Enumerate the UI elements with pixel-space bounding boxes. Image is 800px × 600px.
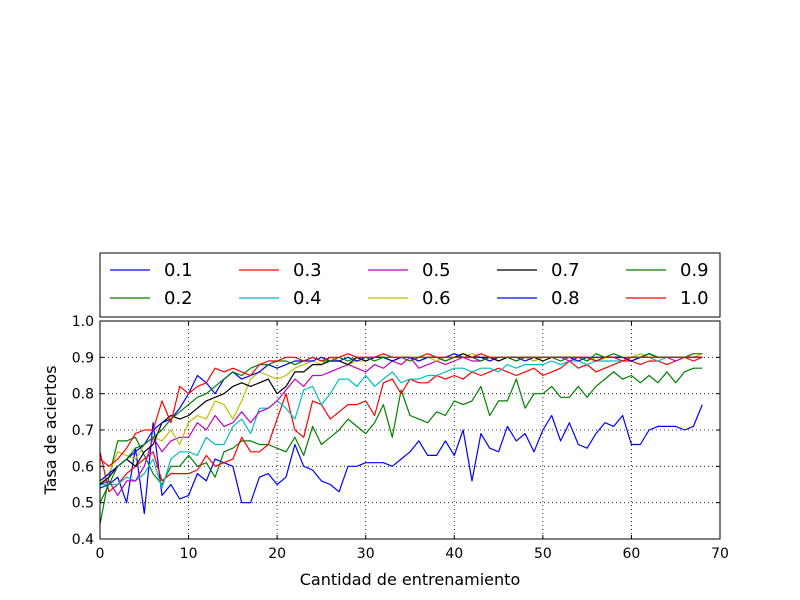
axis-ticks: 0 10 20 30 40 50 60 70 0.4 0.5 0.6 0.7 0.8 0.9 1.0 [72,314,729,562]
legend-label: 0.1 [164,260,193,281]
legend-label: 0.9 [680,260,709,281]
x-axis-label: Cantidad de entrenamiento [300,570,520,589]
y-tick-label: 0.9 [72,350,94,366]
x-tick-label: 0 [96,546,105,562]
x-tick-label: 10 [180,546,198,562]
legend: 0.1 0.2 0.3 0.4 0.5 0.6 0.7 0.8 0.9 1.0 [99,252,721,318]
legend-label: 1.0 [680,288,709,309]
x-tick-label: 60 [623,546,641,562]
series-line-1.0 [99,353,703,467]
legend-label: 0.7 [551,260,580,281]
legend-label: 0.2 [164,288,193,309]
y-tick-label: 0.4 [72,532,94,548]
plot-area: 0 10 20 30 40 50 60 70 0.4 0.5 0.6 0.7 0.8 0.9 1.0 [72,314,729,562]
legend-frame [99,252,721,318]
legend-label: 0.3 [293,260,322,281]
legend-label: 0.8 [551,288,580,309]
series-lines [99,353,703,525]
x-tick-label: 20 [268,546,286,562]
series-line-0.4 [100,356,703,489]
series-line-0.1 [99,404,703,515]
y-tick-label: 0.7 [72,423,94,439]
x-tick-label: 50 [534,546,552,562]
x-tick-label: 30 [357,546,375,562]
legend-label: 0.5 [422,260,451,281]
legend-label: 0.6 [422,288,451,309]
x-tick-label: 40 [445,546,463,562]
y-tick-label: 0.6 [72,459,94,475]
legend-label: 0.4 [293,288,322,309]
y-axis-label: Tasa de aciertos [41,365,60,495]
y-tick-label: 1.0 [72,314,94,330]
x-tick-label: 70 [711,546,729,562]
series-line-0.3 [99,356,703,493]
y-tick-label: 0.8 [72,387,94,403]
y-tick-label: 0.5 [72,496,94,512]
